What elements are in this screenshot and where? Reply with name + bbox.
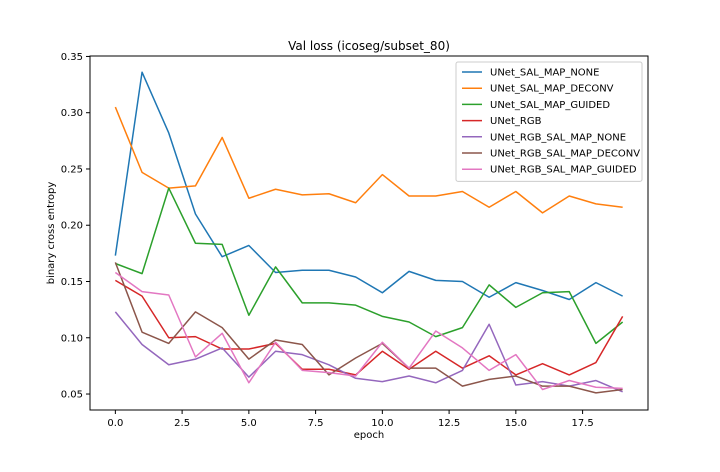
x-tick-label: 10.0 [371, 418, 393, 429]
plot-frame [89, 55, 649, 411]
series-line-1 [114, 106, 623, 214]
x-axis: 0.0 2.5 5.0 7.5 10.0 12.5 15.0 17.5 [107, 410, 594, 429]
series-layer [114, 71, 624, 394]
y-tick-label: 0.30 [61, 108, 83, 119]
x-tick-label: 2.5 [174, 418, 190, 429]
series-line-2 [115, 187, 624, 345]
legend-label-4: UNet_RGB_SAL_MAP_NONE [490, 132, 626, 143]
x-tick-label: 7.5 [308, 418, 324, 429]
series-line-0 [114, 71, 623, 301]
y-tick-label: 0.05 [61, 390, 83, 401]
legend-label-1: UNet_SAL_MAP_DECONV [490, 84, 614, 95]
legend: UNet_SAL_MAP_NONE UNet_SAL_MAP_DECONV UNet… [455, 61, 643, 182]
y-tick-label: 0.25 [61, 164, 83, 175]
y-tick-label: 0.10 [61, 333, 83, 344]
y-axis-label: binary cross entropy [46, 182, 57, 285]
y-axis: 0.05 0.10 0.15 0.20 0.25 0.30 0.35 [61, 52, 90, 401]
x-tick-label: 5.0 [241, 418, 257, 429]
y-tick-label: 0.20 [61, 221, 83, 232]
legend-label-0: UNet_SAL_MAP_NONE [490, 68, 599, 79]
series-line-6 [114, 271, 623, 391]
series-line-5 [114, 262, 623, 394]
series-line-3 [114, 279, 624, 376]
legend-label-3: UNet_RGB [490, 116, 542, 127]
x-tick-label: 12.5 [438, 418, 460, 429]
series-line-4 [114, 311, 623, 393]
chart-title: Val loss (icoseg/subset_80) [288, 39, 450, 53]
x-axis-label: epoch [354, 430, 384, 441]
legend-label-2: UNet_SAL_MAP_GUIDED [490, 100, 610, 111]
legend-label-6: UNet_RGB_SAL_MAP_GUIDED [490, 165, 637, 176]
x-tick-label: 15.0 [505, 418, 527, 429]
legend-box [455, 61, 643, 182]
x-tick-label: 0.0 [107, 418, 123, 429]
y-tick-label: 0.35 [61, 52, 83, 63]
legend-label-5: UNet_RGB_SAL_MAP_DECONV [490, 149, 640, 160]
y-tick-label: 0.15 [61, 277, 83, 288]
x-tick-label: 17.5 [571, 418, 593, 429]
